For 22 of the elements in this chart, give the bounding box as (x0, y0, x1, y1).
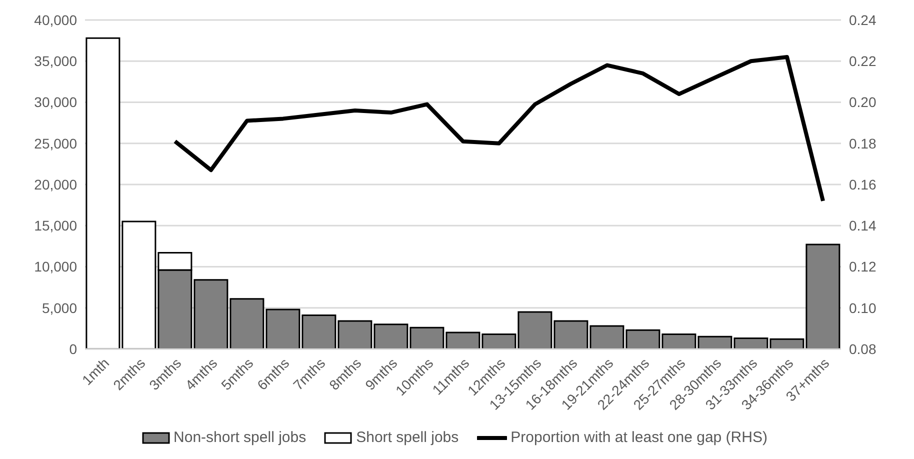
line-series (173, 55, 825, 203)
y-tick-label: 10,000 (34, 258, 78, 275)
legend-label: Short spell jobs (356, 429, 459, 446)
y2-tick-label: 0.20 (849, 94, 876, 110)
y-tick-label: 25,000 (34, 135, 78, 152)
y-tick-label: 0 (69, 340, 78, 357)
y-tick-label: 35,000 (34, 53, 78, 70)
y-tick-label: 20,000 (34, 176, 78, 192)
y-tick-label: 40,000 (34, 12, 78, 28)
y2-tick-label: 0.18 (849, 135, 876, 152)
y2-tick-label: 0.16 (849, 176, 876, 192)
legend-label: Proportion with at least one gap (RHS) (510, 429, 768, 446)
y2-tick-label: 0.10 (849, 300, 876, 316)
legend-label: Non-short spell jobs (174, 429, 306, 446)
y2-tick-label: 0.12 (849, 258, 876, 275)
y2-tick-label: 0.08 (849, 340, 876, 357)
y2-tick-label: 0.14 (849, 218, 876, 234)
y2-tick-label: 0.22 (849, 53, 876, 70)
y-tick-label: 30,000 (34, 94, 78, 110)
y-tick-label: 15,000 (34, 218, 78, 234)
y-tick-label: 5,000 (42, 300, 78, 316)
y2-tick-label: 0.24 (849, 12, 876, 28)
